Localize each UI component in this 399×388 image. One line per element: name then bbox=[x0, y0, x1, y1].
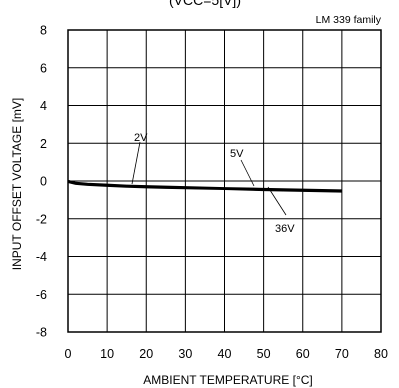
x-tick-label: 10 bbox=[100, 347, 114, 361]
series-label-2v: 2V bbox=[134, 132, 148, 144]
x-tick-label: 70 bbox=[335, 347, 349, 361]
annotation-top-right: LM 339 family bbox=[316, 14, 382, 26]
y-tick-label: 0 bbox=[40, 175, 47, 189]
y-tick-label: -6 bbox=[36, 288, 47, 302]
y-tick-label: -4 bbox=[36, 250, 47, 264]
grid bbox=[68, 30, 381, 332]
x-tick-label: 20 bbox=[139, 347, 153, 361]
x-axis-label: AMBIENT TEMPERATURE [°C] bbox=[143, 373, 313, 387]
x-tick-label: 60 bbox=[296, 347, 310, 361]
plot-frame bbox=[67, 29, 382, 333]
y-tick-label: 8 bbox=[40, 24, 47, 38]
series-label-5v: 5V bbox=[230, 148, 244, 160]
series-label-36v-leader bbox=[267, 186, 287, 216]
x-tick-label: 0 bbox=[65, 347, 72, 361]
y-tick-label: -2 bbox=[36, 212, 47, 226]
x-tick-label: 50 bbox=[257, 347, 271, 361]
y-tick-label: 2 bbox=[40, 137, 47, 151]
y-tick-label: -8 bbox=[36, 326, 47, 340]
series-layer bbox=[67, 179, 342, 193]
series-label-36v: 36V bbox=[275, 223, 295, 235]
x-tick-label: 80 bbox=[374, 347, 388, 361]
y-tick-label: 6 bbox=[40, 61, 47, 75]
y-tick-label: 4 bbox=[40, 99, 47, 113]
chart-title: (VCC=5[V]) bbox=[169, 0, 241, 8]
series-label-5v-leader bbox=[240, 159, 255, 187]
x-tick-label: 30 bbox=[178, 347, 192, 361]
y-axis-label: INPUT OFFSET VOLTAGE [mV] bbox=[10, 98, 24, 270]
series-label-2v-leader bbox=[131, 141, 141, 185]
x-tick-label: 40 bbox=[218, 347, 232, 361]
